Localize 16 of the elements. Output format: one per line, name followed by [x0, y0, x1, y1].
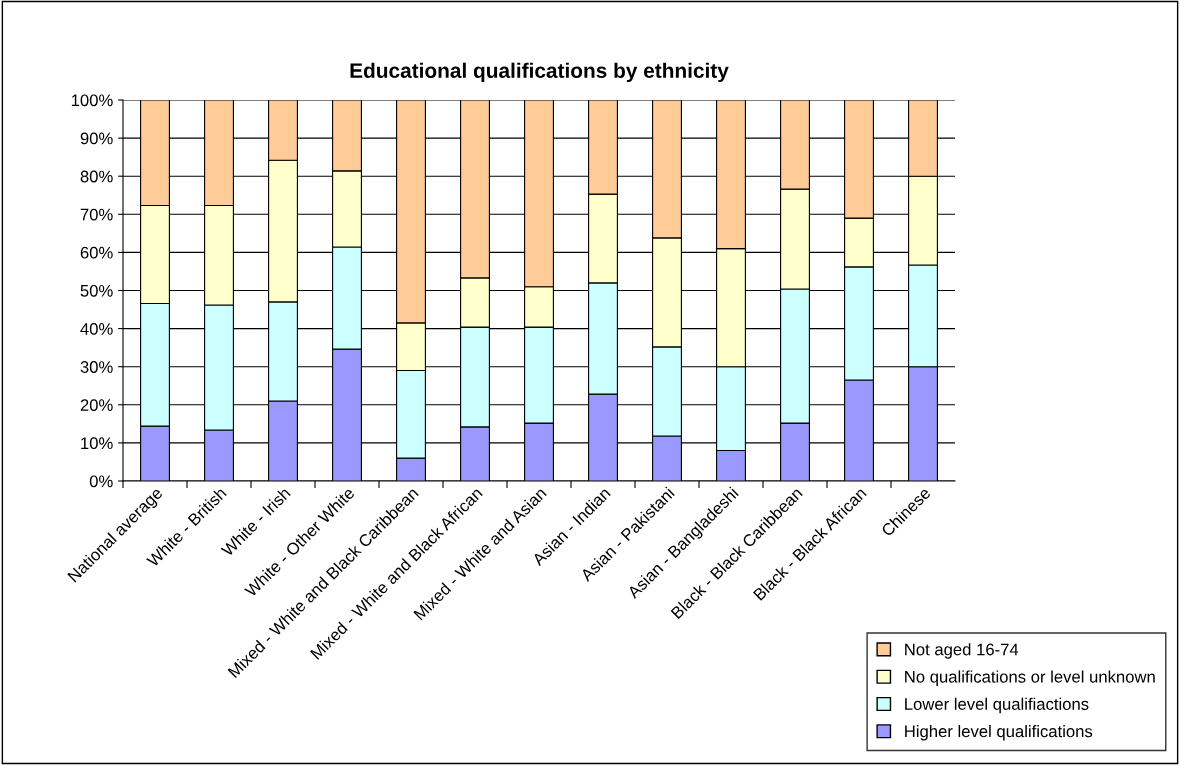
legend-label: Lower level qualifiactions — [905, 697, 1089, 714]
y-tick-label: 90% — [80, 132, 113, 145]
y-tick-label: 100% — [71, 94, 113, 107]
y-tick-label: 70% — [80, 208, 113, 221]
chart-title: Educational qualifications by ethnicity — [350, 62, 729, 83]
legend-label: No qualifications or level unknown — [905, 670, 1155, 686]
y-tick-label: 10% — [81, 437, 113, 450]
legend-label: Higher level qualifications — [905, 725, 1093, 741]
y-tick-label: 50% — [80, 284, 113, 297]
y-tick-label: 20% — [80, 399, 113, 411]
y-tick-label: 0% — [89, 475, 113, 488]
y-tick-label: 30% — [80, 361, 113, 373]
legend-label: Not aged 16-74 — [905, 643, 1019, 659]
y-tick-label: 60% — [80, 246, 113, 259]
y-tick-label: 80% — [80, 170, 113, 183]
y-tick-label: 40% — [80, 323, 113, 335]
